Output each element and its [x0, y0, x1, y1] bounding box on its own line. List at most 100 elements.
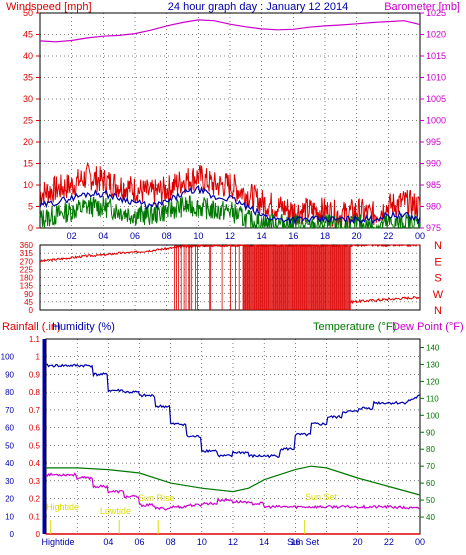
panel2-left-tick-label: 90 [24, 290, 33, 299]
panel1-left-tick-label: 30 [23, 94, 33, 104]
panel-rain-humidity-temperature: 0 0.1 0.2 0.3 0.4 0.5 0.6 0.7 0.8 0.9 1 1.1 0 10 20 30 4… [1, 335, 440, 547]
panel1-x-tick-label: 16 [288, 231, 298, 241]
panel-wind-barometer: 0510152025303540455097598098599099510001… [23, 8, 446, 241]
panel2-compass-label: N [434, 305, 442, 317]
panel2-left-tick-label: 180 [20, 274, 34, 283]
rain-tick-label: 0.7 [29, 406, 41, 415]
humidity-tick-label: 70 [5, 406, 14, 415]
temp-tick-label: 140 [426, 343, 440, 352]
humidity-tick-label: 100 [1, 353, 15, 362]
rain-tick-label: 0.3 [29, 477, 41, 486]
panel1-left-tick-label: 10 [23, 180, 33, 190]
panel1-x-tick-label: 22 [383, 231, 393, 241]
panel2-compass-label: W [433, 289, 444, 301]
humidity-axis-title: Humidity (%) [52, 321, 115, 333]
annotation-sunset: Sun Set [305, 492, 338, 502]
panel3-x-tick-label: 00 [415, 537, 425, 547]
panel1-right-tick-label: 1015 [426, 51, 446, 61]
temperature-series-line [46, 465, 421, 496]
annotation-hightide: Hightide [46, 502, 79, 512]
panel1-x-tick-label: 04 [98, 231, 108, 241]
panel1-right-tick-label: 1000 [426, 116, 446, 126]
panel1-left-tick-label: 35 [23, 73, 33, 83]
dewpoint-axis-title: Dew Point (°F) [392, 321, 464, 333]
humidity-tick-label: 80 [5, 388, 14, 397]
panel1-x-tick-label: 08 [162, 231, 172, 241]
panel1-left-tick-label: 25 [23, 116, 33, 126]
panel1-right-tick-label: 1020 [426, 30, 446, 40]
panel2-left-tick-label: 0 [29, 306, 34, 315]
panel1-left-tick-label: 50 [23, 8, 33, 18]
panel1-x-tick-label: 06 [130, 231, 140, 241]
temp-tick-label: 80 [426, 445, 435, 454]
annotation-lowtide: Lowtide [100, 506, 131, 516]
panel1-right-tick-label: 980 [426, 202, 441, 212]
panel1-right-tick-label: 1005 [426, 94, 446, 104]
panel1-left-tick-label: 15 [23, 159, 33, 169]
temp-tick-label: 40 [426, 513, 435, 522]
humidity-tick-label: 50 [5, 441, 14, 450]
wind-direction-line-top [174, 244, 348, 247]
panel1-left-tick-label: 40 [23, 51, 33, 61]
panel1-left-tick-label: 5 [28, 202, 33, 212]
panel1-x-tick-label: 10 [193, 231, 203, 241]
humidity-tick-label: 30 [5, 477, 14, 486]
temp-tick-label: 90 [426, 428, 435, 437]
panel2-left-tick-label: 315 [20, 249, 34, 258]
panel2-left-tick-label: 45 [24, 298, 33, 307]
panel3-x-tick-label: 08 [166, 537, 176, 547]
rain-tick-label: 1.1 [29, 335, 41, 344]
barometer-axis-title: Barometer [mb] [384, 1, 460, 13]
rain-tick-label: 0.9 [29, 370, 41, 379]
panel1-x-tick-label: 20 [352, 231, 362, 241]
rain-tick-label: 0.2 [29, 495, 41, 504]
panel1-left-tick-label: 20 [23, 137, 33, 147]
panel1-x-tick-label: 02 [67, 231, 77, 241]
panel3-x-tick-label: 14 [259, 537, 269, 547]
wind-gust-series-line [39, 185, 421, 225]
panel3-x-overlay-label: Sun Set [287, 537, 320, 547]
humidity-tick-label: 90 [5, 370, 14, 379]
humidity-tick-label: 60 [5, 424, 14, 433]
temperature-axis-title: Temperature (°F) [313, 321, 396, 333]
panel3-x-overlay-label: Hightide [41, 537, 74, 547]
rain-tick-label: 1 [36, 353, 41, 362]
panel1-x-tick-label: 18 [320, 231, 330, 241]
temp-tick-label: 130 [426, 360, 440, 369]
panel2-left-tick-label: 360 [20, 241, 34, 250]
windspeed-series-line [39, 161, 421, 228]
panel1-left-tick-label: 45 [23, 30, 33, 40]
panel3-x-tick-label: 04 [103, 537, 113, 547]
wind-average-series-line [39, 195, 421, 230]
panel1-x-tick-label: 14 [257, 231, 267, 241]
temp-tick-label: 60 [426, 479, 435, 488]
panel2-left-tick-label: 270 [20, 257, 34, 266]
panel2-compass-label: N [434, 240, 442, 252]
rain-tick-label: 0.5 [29, 441, 41, 450]
humidity-tick-label: 40 [5, 459, 14, 468]
panel1-right-tick-label: 1025 [426, 8, 446, 18]
temp-tick-label: 70 [426, 462, 435, 471]
rain-tick-label: 0.6 [29, 424, 41, 433]
panel3-x-tick-label: 10 [197, 537, 207, 547]
annotation-sunrise: Sun Rise [138, 493, 175, 503]
barometer-series-line [39, 19, 421, 43]
panel2-left-tick-label: 225 [20, 265, 34, 274]
rain-tick-label: 0.1 [29, 512, 41, 521]
dewpoint-series-line [45, 472, 421, 511]
wind-direction-flip-bars [174, 245, 351, 310]
panel1-right-tick-label: 990 [426, 159, 441, 169]
rain-tick-label: 0 [36, 530, 41, 539]
graph-title: 24 hour graph day : January 12 2014 [168, 1, 348, 13]
panel1-x-tick-label: 00 [415, 231, 425, 241]
panel1-x-tick-label: 12 [225, 231, 235, 241]
rain-tick-label: 0.8 [29, 388, 41, 397]
rainfall-axis-title: Rainfall (.in) [2, 321, 61, 333]
humidity-tick-label: 0 [10, 530, 15, 539]
panel1-right-tick-label: 975 [426, 223, 441, 233]
panel1-left-tick-label: 0 [28, 223, 33, 233]
humidity-tick-label: 10 [5, 512, 14, 521]
